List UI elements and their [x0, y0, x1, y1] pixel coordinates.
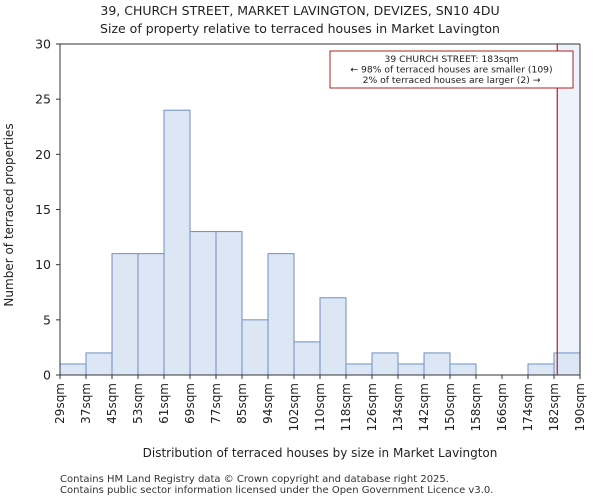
histogram-bar — [241, 319, 269, 376]
x-tick-label: 118sqm — [339, 383, 353, 431]
annotation-text-line: ← 98% of terraced houses are smaller (10… — [350, 65, 552, 76]
histogram-bar — [345, 363, 373, 376]
y-tick-label: 10 — [35, 257, 51, 272]
x-tick-label: 142sqm — [417, 383, 431, 431]
histogram-bar — [423, 352, 451, 376]
histogram-bar — [59, 363, 87, 376]
x-tick-label: 69sqm — [183, 383, 197, 424]
histogram-bar — [319, 297, 347, 376]
footer-copyright: Contains HM Land Registry data © Crown c… — [60, 474, 449, 485]
larger-region-highlight — [557, 44, 580, 375]
x-tick-label: 61sqm — [157, 383, 171, 424]
histogram-bar — [527, 363, 555, 376]
x-tick-label: 29sqm — [53, 383, 67, 424]
annotation-text-line: 39 CHURCH STREET: 183sqm — [385, 54, 519, 65]
histogram-bar — [449, 363, 477, 376]
histogram-bar — [111, 253, 139, 376]
x-tick-label: 190sqm — [573, 383, 587, 431]
footer-licence: Contains public sector information licen… — [60, 485, 494, 496]
histogram-chart: 0 5 10 15 20 25 30 29sqm 37sqm 45sqm 53sqm 61sqm 69s… — [2, 37, 587, 461]
y-tick-label: 20 — [35, 147, 51, 162]
x-tick-label: 166sqm — [495, 383, 509, 431]
x-tick-label: 182sqm — [547, 383, 561, 431]
x-tick-label: 85sqm — [235, 383, 249, 424]
x-tick-label: 45sqm — [105, 383, 119, 424]
x-tick-label: 110sqm — [313, 383, 327, 431]
chart-title: 39, CHURCH STREET, MARKET LAVINGTON, DEV… — [100, 3, 500, 18]
x-axis-label: Distribution of terraced houses by size … — [143, 446, 498, 460]
x-tick-label: 134sqm — [391, 383, 405, 431]
annotation-box — [329, 50, 574, 89]
histogram-bar — [137, 253, 165, 376]
x-tick-label: 53sqm — [131, 383, 145, 424]
y-axis-label: Number of terraced properties — [2, 123, 16, 306]
chart-subtitle: Size of property relative to terraced ho… — [100, 21, 500, 36]
histogram-bar — [553, 352, 581, 376]
annotation-text-line: 2% of terraced houses are larger (2) → — [363, 75, 541, 86]
histogram-bar — [397, 363, 425, 376]
histogram-bar — [371, 352, 399, 376]
y-tick-label: 0 — [43, 368, 51, 383]
x-tick-label: 102sqm — [287, 383, 301, 431]
y-tick-label: 25 — [35, 92, 51, 107]
histogram-bar — [163, 109, 191, 376]
histogram-bar — [293, 341, 321, 376]
x-tick-label: 94sqm — [261, 383, 275, 424]
x-tick-label: 77sqm — [209, 383, 223, 424]
x-tick-label: 37sqm — [79, 383, 93, 424]
histogram-bar — [189, 231, 217, 376]
x-tick-label: 150sqm — [443, 383, 457, 431]
y-tick-label: 30 — [35, 37, 51, 52]
y-tick-label: 5 — [43, 312, 51, 327]
x-tick-label: 174sqm — [521, 383, 535, 431]
x-tick-label: 158sqm — [469, 383, 483, 431]
histogram-bar — [267, 253, 295, 376]
x-tick-label: 126sqm — [365, 383, 379, 431]
histogram-bar — [215, 231, 243, 376]
histogram-bar — [85, 352, 113, 376]
y-tick-label: 15 — [35, 202, 51, 217]
